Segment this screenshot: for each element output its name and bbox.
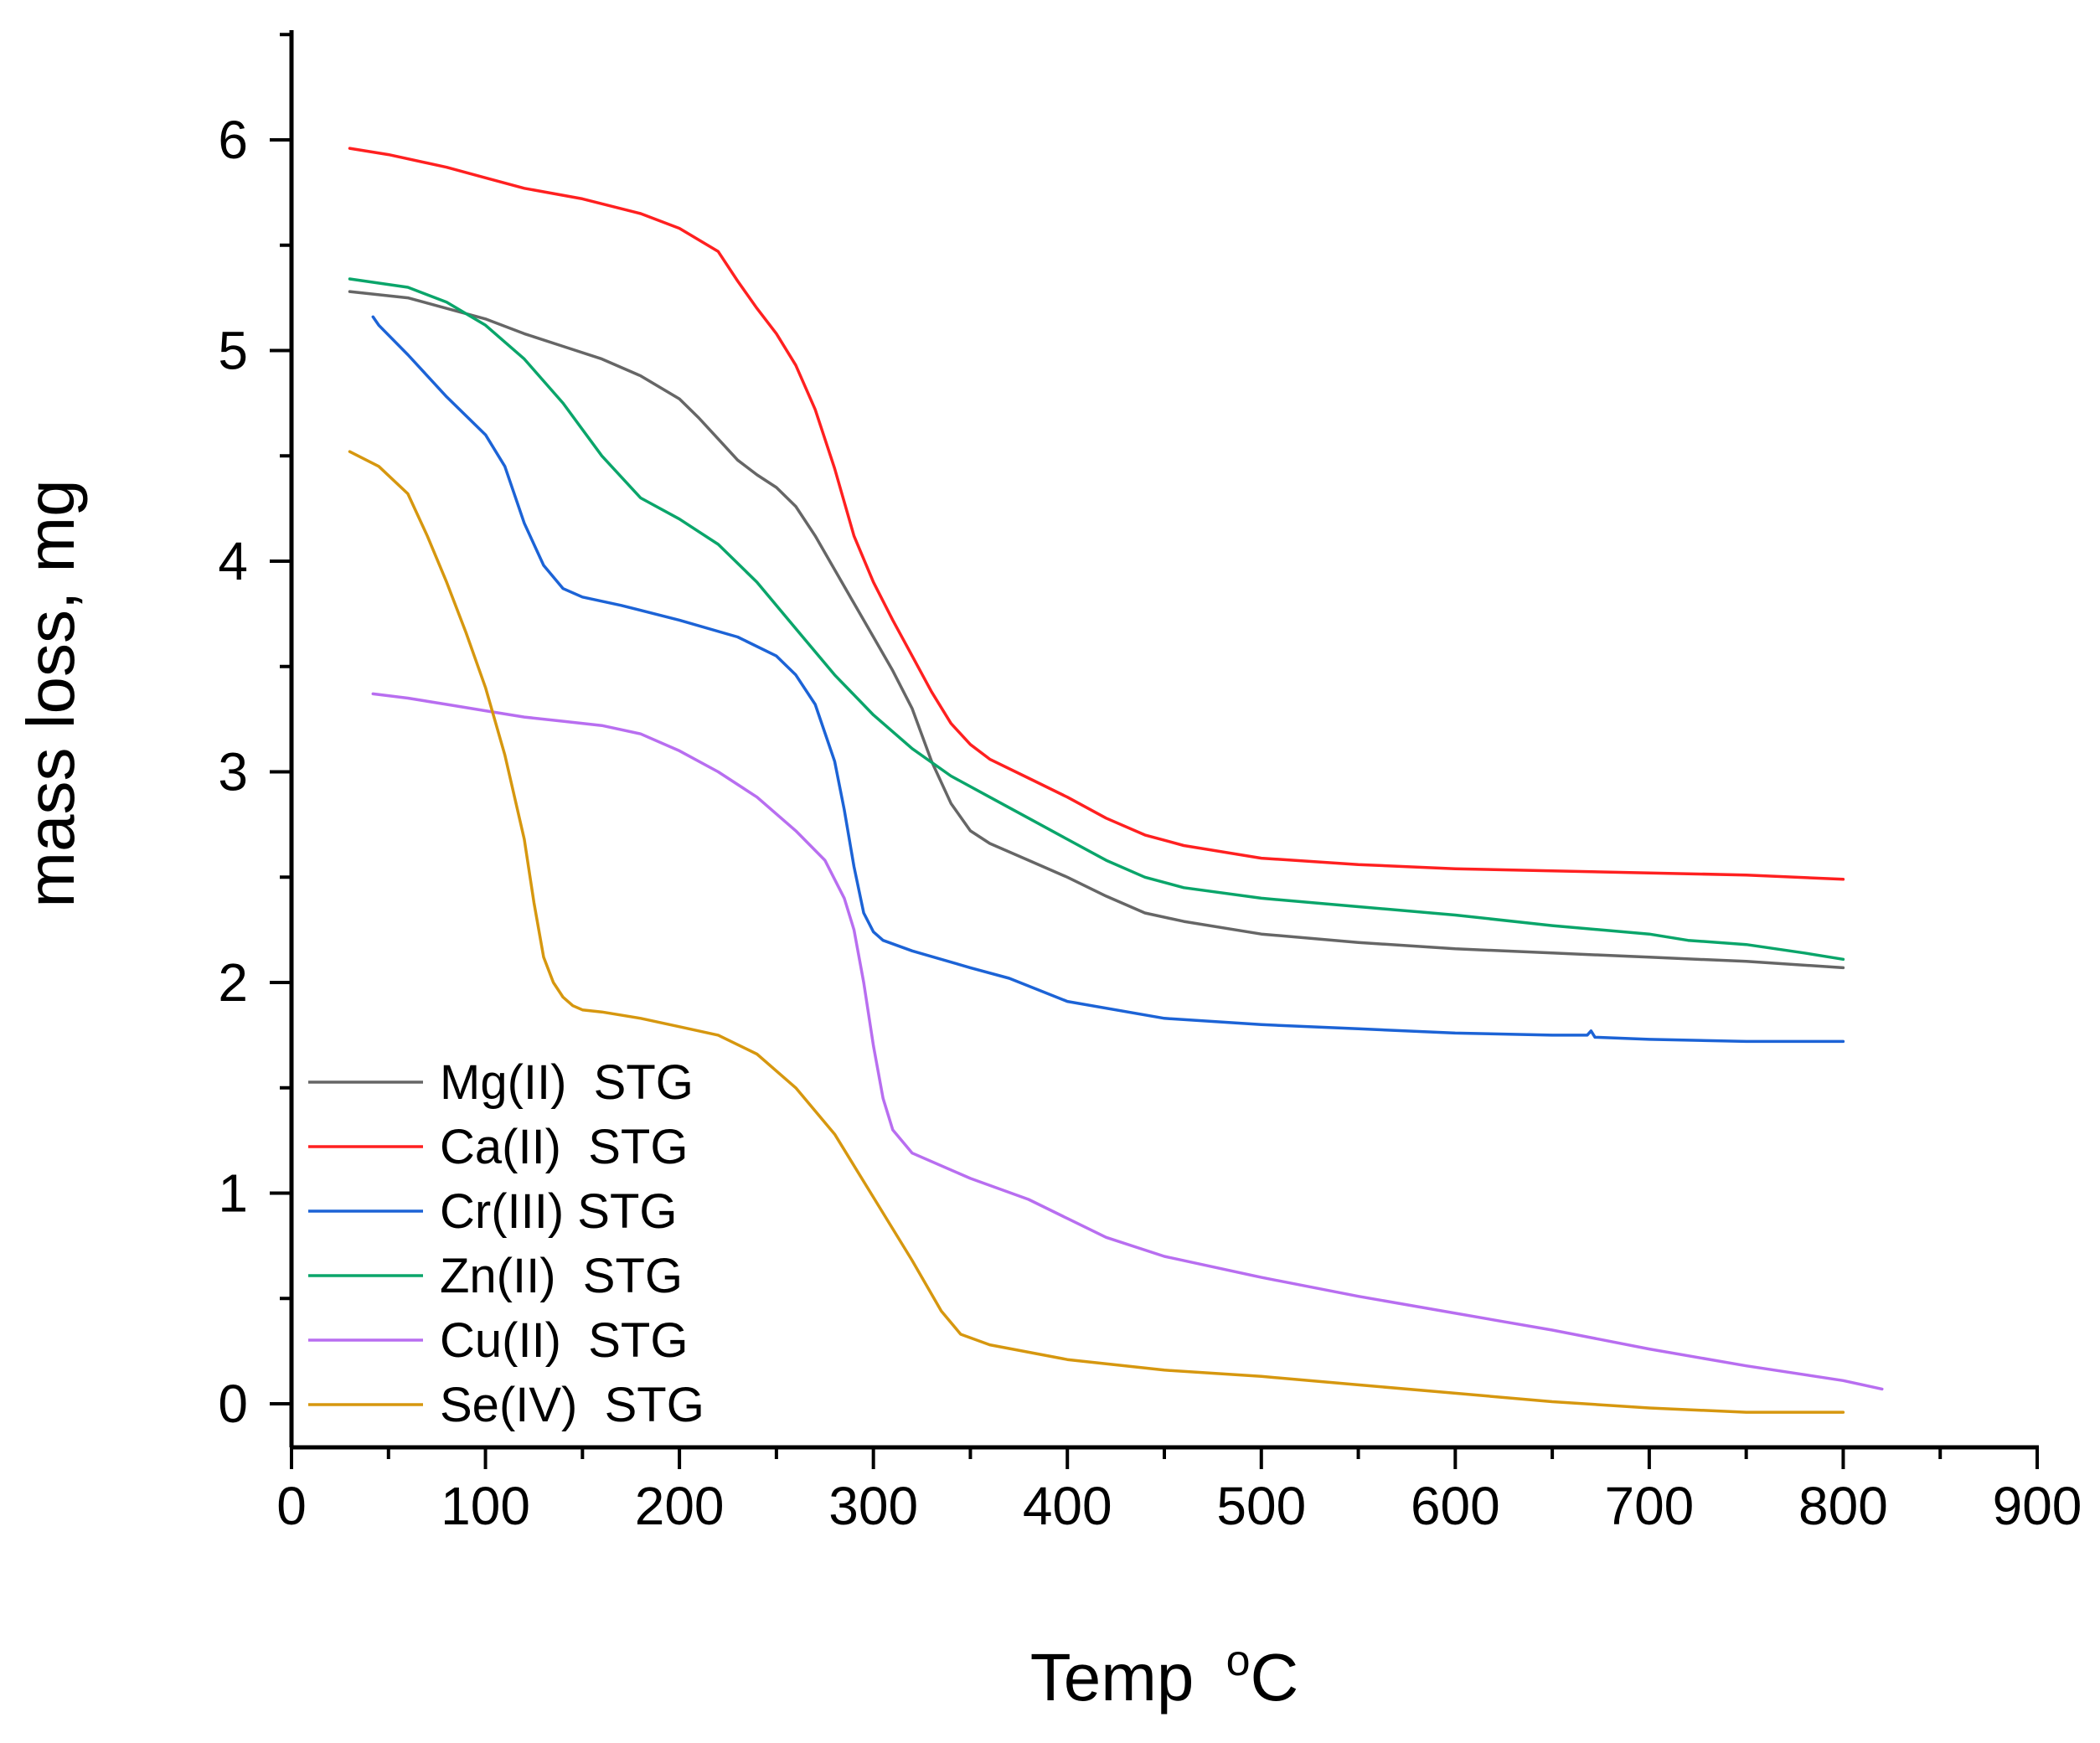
legend: Mg(II) STG Ca(II) STG Cr(III) STG Zn(II) ST… xyxy=(308,1055,704,1432)
x-tick-label: 800 xyxy=(1798,1476,1888,1536)
series-layer xyxy=(348,147,1884,1414)
y-axis-title: mass loss, mg xyxy=(13,479,88,907)
series-line-se-iv-stg xyxy=(348,450,1845,1414)
x-tick-label: 600 xyxy=(1411,1476,1500,1536)
legend-label-mg-ii-stg: Mg(II) STG xyxy=(440,1055,694,1110)
x-tick-label: 200 xyxy=(635,1476,725,1536)
legend-label-cr-iii-stg: Cr(III) STG xyxy=(440,1184,678,1239)
series-line-cr-iii-stg xyxy=(371,315,1845,1044)
x-axis-title-super: o xyxy=(1226,1637,1251,1685)
x-tick-label: 900 xyxy=(1993,1476,2082,1536)
y-tick-label: 5 xyxy=(218,321,248,381)
x-tick-label: 0 xyxy=(276,1476,307,1536)
legend-label-ca-ii-stg: Ca(II) STG xyxy=(440,1120,688,1174)
x-tick-label: 300 xyxy=(828,1476,918,1536)
series-line-ca-ii-stg xyxy=(348,147,1845,881)
series-line-mg-ii-stg xyxy=(348,290,1845,970)
x-axis-title-space xyxy=(1207,1640,1225,1715)
x-axis-title-main: Temp xyxy=(1030,1640,1194,1715)
series-line-cu-ii-stg xyxy=(371,692,1884,1391)
y-tick-label: 3 xyxy=(218,742,248,802)
x-axis-title-unit: C xyxy=(1251,1640,1299,1715)
x-tick-label: 400 xyxy=(1023,1476,1112,1536)
legend-label-zn-ii-stg: Zn(II) STG xyxy=(440,1249,683,1303)
legend-label-cu-ii-stg: Cu(II) STG xyxy=(440,1313,688,1368)
x-axis-title: Temp oC xyxy=(1030,1637,1299,1715)
axes: 0 100 200 300 400 500 600 700 800 900 0 1 2 3 4 5 6 xyxy=(218,30,2082,1536)
y-tick-label: 6 xyxy=(218,110,248,170)
y-tick-label: 2 xyxy=(218,952,248,1013)
series-line-zn-ii-stg xyxy=(348,277,1845,962)
y-tick-label: 1 xyxy=(218,1163,248,1224)
x-tick-label: 500 xyxy=(1216,1476,1306,1536)
legend-label-se-iv-stg: Se(IV) STG xyxy=(440,1378,704,1432)
y-tick-label: 4 xyxy=(218,531,248,591)
x-tick-label: 700 xyxy=(1604,1476,1694,1536)
y-tick-label: 0 xyxy=(218,1374,248,1434)
x-tick-label: 100 xyxy=(441,1476,530,1536)
